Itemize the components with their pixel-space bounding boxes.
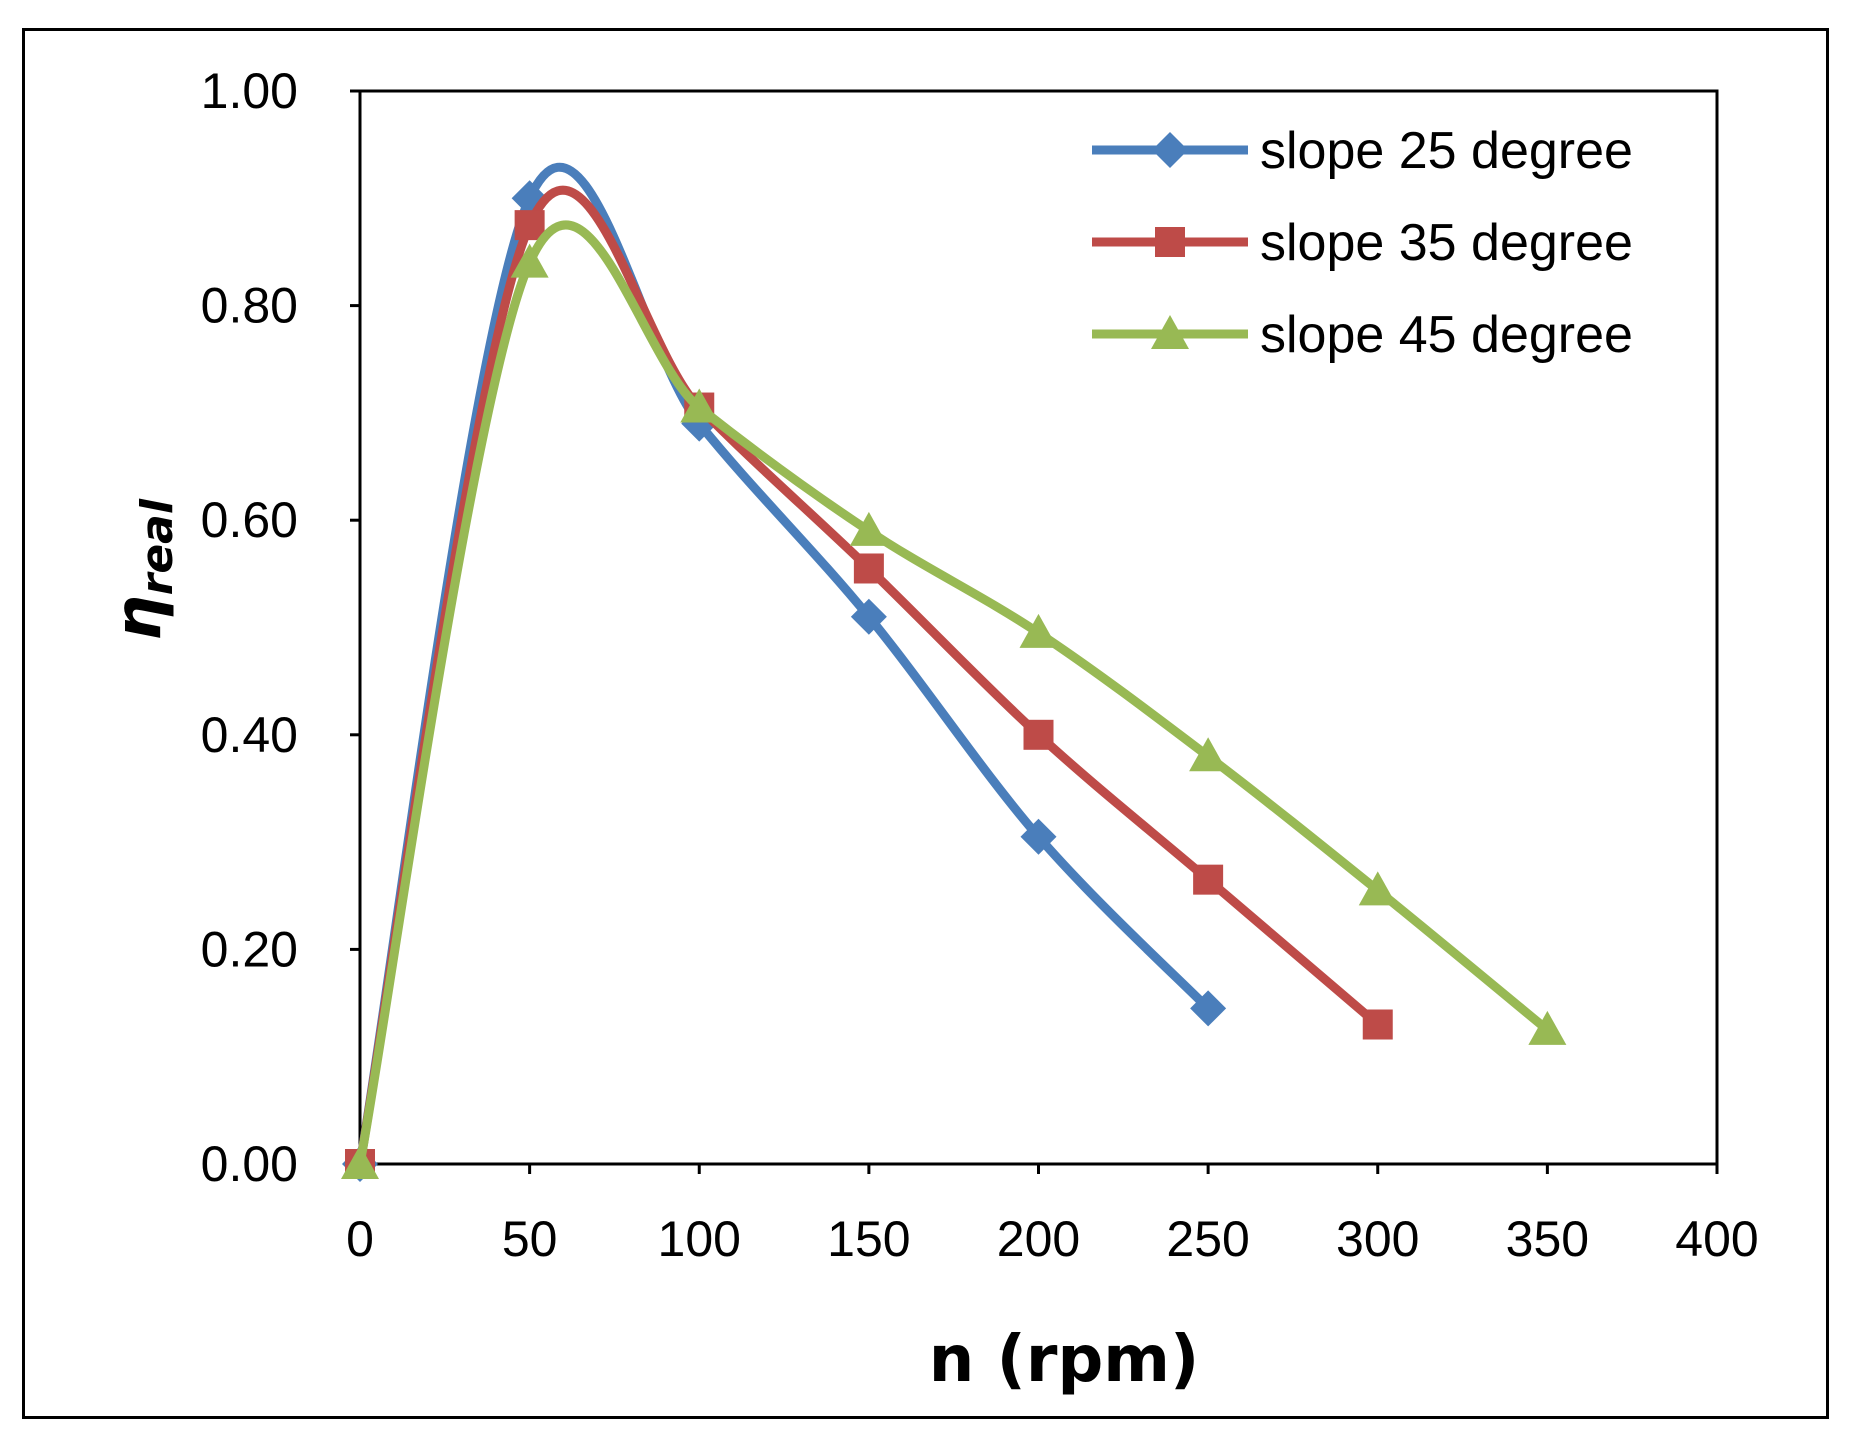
x-tick-label: 100 [658, 1211, 741, 1267]
legend-item-slope-35: slope 35 degree [1092, 214, 1633, 272]
legend-item-slope-25: slope 25 degree [1092, 122, 1633, 180]
legend-label-slope-45: slope 45 degree [1260, 306, 1633, 364]
data-point-slope-25 [1020, 818, 1057, 855]
data-point-slope-45 [680, 388, 719, 423]
data-point-slope-35 [853, 553, 884, 584]
data-point-slope-35 [514, 210, 545, 241]
data-point-slope-35 [1193, 864, 1224, 895]
y-tick-label: 0.60 [201, 492, 298, 548]
data-point-slope-25 [1190, 990, 1227, 1027]
data-point-slope-45 [510, 243, 549, 278]
series-line-slope-45 [355, 220, 1552, 1169]
data-point-slope-45 [1019, 613, 1058, 648]
x-axis-title: n (rpm) [929, 1323, 1199, 1397]
x-tick-label: 150 [827, 1211, 910, 1267]
series-layer [341, 162, 1567, 1182]
x-tick-label: 0 [346, 1211, 374, 1267]
legend-label-slope-35: slope 35 degree [1260, 214, 1633, 272]
y-axis-title-subscript: real [132, 498, 183, 595]
series-slope-45 [341, 220, 1567, 1179]
y-axis-title: ηreal [102, 498, 183, 641]
data-point-slope-45 [1528, 1010, 1567, 1045]
y-tick-label: 0.20 [201, 921, 298, 977]
legend-marker-slope-35 [1155, 227, 1185, 257]
x-tick-label: 200 [997, 1211, 1080, 1267]
y-axis-title-symbol: η [102, 595, 176, 641]
legend: slope 25 degree slope 35 degree slope 45 d… [1092, 122, 1633, 364]
legend-marker-slope-45 [1151, 315, 1189, 349]
data-point-slope-35 [1362, 1009, 1393, 1040]
y-tick-label: 0.80 [201, 278, 298, 334]
y-tick-label: 0.00 [201, 1136, 298, 1192]
x-axis-ticks: 0 50 100 150 200 250 300 350 400 [346, 1164, 1759, 1267]
x-tick-label: 50 [502, 1211, 558, 1267]
data-point-slope-45 [1189, 737, 1228, 772]
x-tick-label: 250 [1166, 1211, 1249, 1267]
data-point-slope-45 [1358, 871, 1397, 906]
data-point-slope-45 [849, 511, 888, 546]
data-point-slope-25 [850, 598, 887, 635]
y-tick-label: 0.40 [201, 707, 298, 763]
legend-marker-slope-25 [1152, 132, 1188, 168]
chart-frame [22, 28, 1829, 1419]
x-tick-label: 350 [1506, 1211, 1589, 1267]
svg-text:ηreal: ηreal [102, 498, 183, 641]
legend-label-slope-25: slope 25 degree [1260, 122, 1633, 180]
legend-item-slope-45: slope 45 degree [1092, 306, 1633, 364]
y-tick-label: 1.00 [201, 63, 298, 119]
data-point-slope-45 [341, 1145, 379, 1179]
y-axis-ticks: 0.00 0.20 0.40 0.60 0.80 1.00 [201, 63, 360, 1192]
x-tick-label: 400 [1675, 1211, 1758, 1267]
data-point-slope-35 [1023, 719, 1054, 750]
x-tick-label: 300 [1336, 1211, 1419, 1267]
series-line-slope-35 [355, 185, 1383, 1169]
